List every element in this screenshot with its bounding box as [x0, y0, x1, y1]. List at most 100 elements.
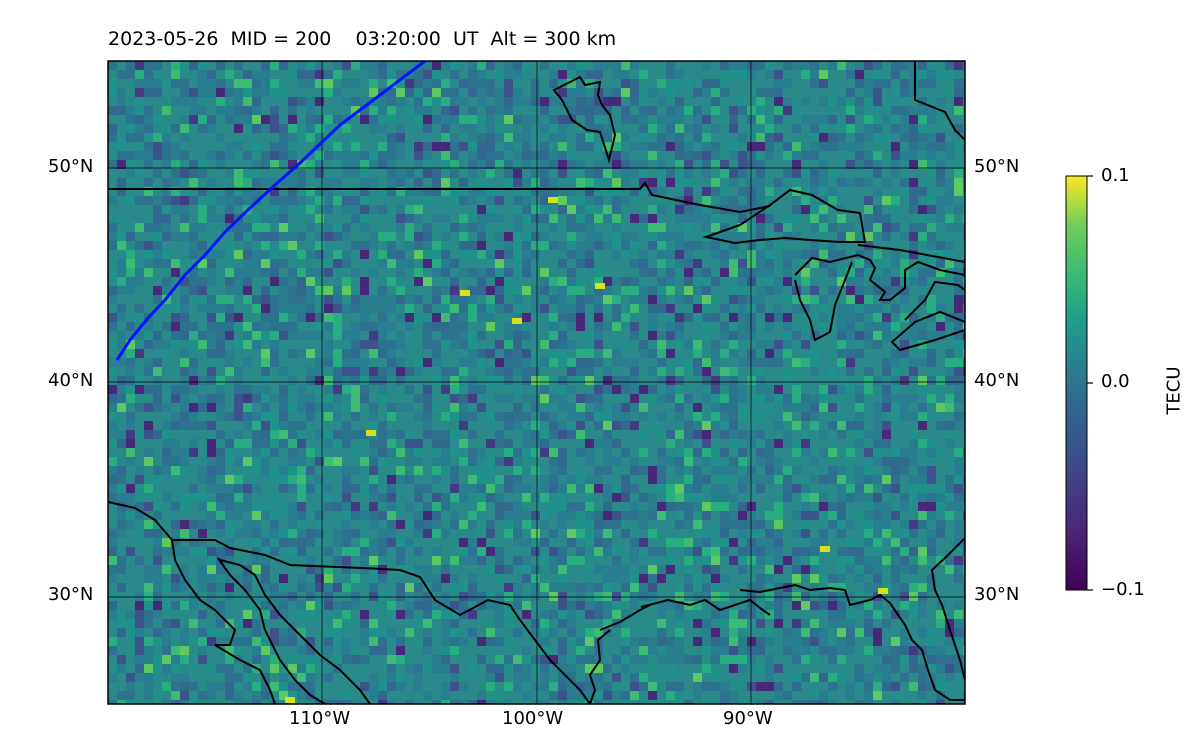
tec-pixel [774, 439, 783, 448]
tec-pixel [837, 574, 846, 583]
tec-pixel [738, 322, 747, 331]
tec-pixel [324, 601, 333, 610]
tec-pixel [540, 394, 549, 403]
tec-pixel [558, 664, 567, 673]
tec-pixel [126, 430, 135, 439]
tec-pixel [126, 412, 135, 421]
tec-pixel [189, 358, 198, 367]
tec-pixel [909, 475, 918, 484]
tec-pixel [450, 169, 459, 178]
tec-pixel [585, 187, 594, 196]
tec-pixel [378, 331, 387, 340]
tec-pixel [612, 313, 621, 322]
tec-pixel [909, 277, 918, 286]
tec-pixel [864, 610, 873, 619]
tec-pixel [333, 70, 342, 79]
tec-pixel [513, 322, 522, 331]
tec-pixel [612, 385, 621, 394]
tec-pixel [675, 655, 684, 664]
tec-pixel [279, 61, 288, 70]
tec-pixel [909, 142, 918, 151]
tec-pixel [261, 601, 270, 610]
tec-pixel [612, 673, 621, 682]
tec-pixel [774, 358, 783, 367]
tec-pixel [297, 502, 306, 511]
tec-pixel [891, 565, 900, 574]
tec-pixel [738, 232, 747, 241]
tec-pixel [603, 664, 612, 673]
tec-pixel [279, 529, 288, 538]
tec-pixel [945, 142, 954, 151]
tec-pixel [666, 637, 675, 646]
tec-pixel [297, 529, 306, 538]
tec-pixel [252, 655, 261, 664]
tec-pixel [531, 214, 540, 223]
tec-pixel [936, 610, 945, 619]
tec-pixel [117, 232, 126, 241]
tec-pixel [540, 286, 549, 295]
tec-pixel [243, 331, 252, 340]
tec-pixel [918, 70, 927, 79]
tec-pixel [945, 151, 954, 160]
tec-pixel [144, 574, 153, 583]
tec-pixel [279, 412, 288, 421]
tec-pixel [630, 88, 639, 97]
tec-pixel [594, 205, 603, 214]
tec-pixel [189, 448, 198, 457]
tec-pixel [639, 340, 648, 349]
tec-pixel [576, 403, 585, 412]
tec-pixel [954, 664, 963, 673]
tec-pixel [360, 430, 369, 439]
tec-pixel [504, 106, 513, 115]
tec-pixel [837, 610, 846, 619]
tec-pixel [225, 538, 234, 547]
tec-pixel [189, 61, 198, 70]
tec-pixel [252, 466, 261, 475]
tec-pixel [648, 493, 657, 502]
tec-pixel [792, 619, 801, 628]
tec-pixel [540, 385, 549, 394]
tec-pixel [144, 520, 153, 529]
tec-pixel [207, 439, 216, 448]
tec-pixel [306, 673, 315, 682]
tec-pixel [594, 331, 603, 340]
tec-pixel [855, 430, 864, 439]
tec-pixel [180, 223, 189, 232]
tec-pixel [306, 376, 315, 385]
tec-pixel [306, 592, 315, 601]
tec-pixel [225, 349, 234, 358]
tec-pixel [396, 97, 405, 106]
tec-pixel [405, 565, 414, 574]
tec-pixel [603, 349, 612, 358]
tec-pixel [279, 232, 288, 241]
tec-pixel [783, 637, 792, 646]
tec-pixel [576, 196, 585, 205]
tec-pixel [198, 223, 207, 232]
tec-pixel [369, 619, 378, 628]
tec-pixel [387, 178, 396, 187]
tec-pixel [891, 574, 900, 583]
tec-pixel [450, 583, 459, 592]
tec-pixel [720, 538, 729, 547]
tec-pixel [135, 493, 144, 502]
tec-pixel [180, 205, 189, 214]
tec-pixel [234, 385, 243, 394]
tec-pixel [459, 187, 468, 196]
tec-pixel [207, 151, 216, 160]
tec-pixel [360, 367, 369, 376]
tec-pixel [693, 421, 702, 430]
tec-pixel [423, 322, 432, 331]
tec-pixel [342, 286, 351, 295]
tec-pixel [684, 205, 693, 214]
tec-pixel [648, 349, 657, 358]
tec-pixel [252, 700, 261, 704]
tec-pixel [819, 403, 828, 412]
tec-pixel [702, 331, 711, 340]
tec-pixel [297, 538, 306, 547]
tec-pixel [711, 673, 720, 682]
tec-pixel [729, 106, 738, 115]
tec-pixel [243, 232, 252, 241]
tec-pixel [477, 268, 486, 277]
tec-pixel [450, 259, 459, 268]
tec-pixel [756, 637, 765, 646]
